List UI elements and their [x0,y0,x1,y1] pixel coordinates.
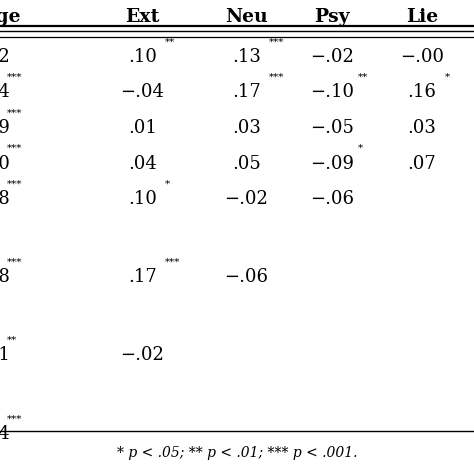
Text: ***: *** [165,258,180,267]
Text: .09: .09 [0,119,10,137]
Text: ***: *** [7,144,22,153]
Text: .10: .10 [128,48,156,66]
Text: **: ** [357,73,368,82]
Text: −.00: −.00 [400,48,444,66]
Text: Psy: Psy [314,8,350,26]
Text: Ext: Ext [125,8,159,26]
Text: .05: .05 [232,155,261,173]
Text: −.02: −.02 [225,190,268,208]
Text: −.09: −.09 [310,155,354,173]
Text: .03: .03 [408,119,436,137]
Text: .11: .11 [0,346,10,365]
Text: *: * [445,73,450,82]
Text: −.02: −.02 [120,346,164,365]
Text: Lie: Lie [406,8,438,26]
Text: −.10: −.10 [310,83,354,101]
Text: .60: .60 [0,155,10,173]
Text: ***: *** [7,180,22,189]
Text: .64: .64 [0,83,10,101]
Text: .13: .13 [232,48,261,66]
Text: .16: .16 [408,83,436,101]
Text: .03: .03 [232,119,261,137]
Text: −.06: −.06 [225,268,268,286]
Text: Neu: Neu [225,8,268,26]
Text: *: * [165,180,170,189]
Text: −.06: −.06 [310,190,354,208]
Text: .28: .28 [0,190,10,208]
Text: −.05: −.05 [310,119,354,137]
Text: **: ** [165,37,175,46]
Text: −.02: −.02 [310,48,354,66]
Text: Age: Age [0,8,20,26]
Text: ***: *** [7,109,22,118]
Text: ***: *** [7,414,22,423]
Text: ***: *** [269,73,284,82]
Text: .24: .24 [0,425,9,443]
Text: .07: .07 [408,155,436,173]
Text: .17: .17 [232,83,261,101]
Text: *: * [357,144,363,153]
Text: .38: .38 [0,268,10,286]
Text: .04: .04 [128,155,156,173]
Text: .17: .17 [128,268,156,286]
Text: .10: .10 [128,190,156,208]
Text: * p < .05; ** p < .01; *** p < .001.: * p < .05; ** p < .01; *** p < .001. [117,446,357,460]
Text: ***: *** [7,73,22,82]
Text: **: ** [7,336,18,345]
Text: .02: .02 [0,48,10,66]
Text: ***: *** [7,258,22,267]
Text: −.04: −.04 [120,83,164,101]
Text: .01: .01 [128,119,156,137]
Text: ***: *** [269,37,284,46]
